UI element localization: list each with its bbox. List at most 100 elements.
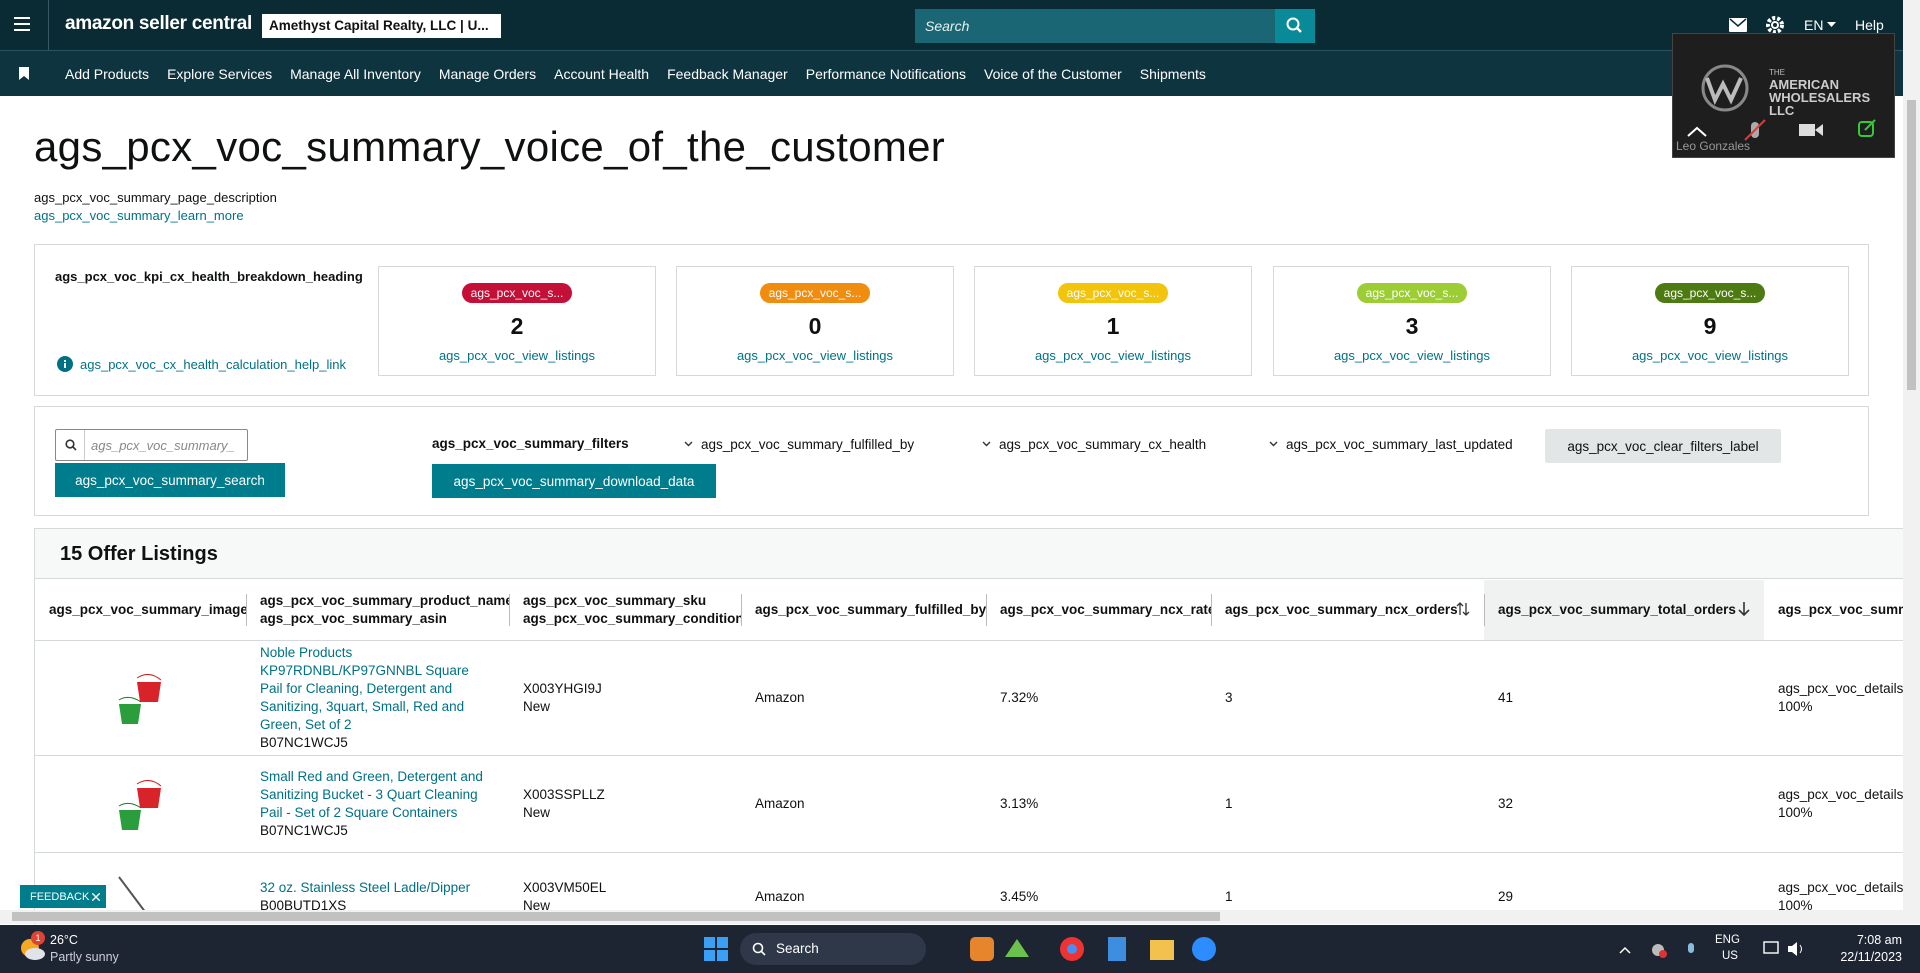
sku: X003YHGI9J: [523, 681, 602, 696]
vertical-scrollbar[interactable]: [1903, 0, 1920, 910]
search-button[interactable]: ags_pcx_voc_summary_search: [55, 463, 285, 497]
column-header[interactable]: ags_pcx_voc_summary_sku ags_pcx_voc_summa…: [509, 580, 741, 640]
nav-item[interactable]: Manage Orders: [438, 65, 537, 82]
sku: X003VM50EL: [523, 880, 607, 895]
status-icons[interactable]: [1762, 940, 1822, 958]
kpi-card: ags_pcx_voc_s... 2 ags_pcx_voc_view_listin…: [378, 266, 656, 376]
ncx-rate: 7.32%: [1000, 690, 1039, 705]
column-divider: [246, 594, 247, 626]
product-image[interactable]: [115, 779, 165, 845]
column-header[interactable]: ags_pcx_voc_summary_total_orders: [1484, 580, 1764, 640]
details: ags_pcx_voc_details_: [1778, 880, 1911, 895]
product[interactable]: 32 oz. Stainless Steel Ladle/Dipper: [260, 880, 471, 895]
view-listings-link[interactable]: ags_pcx_voc_view_listings: [438, 348, 596, 363]
nav-item[interactable]: Performance Notifications: [805, 65, 967, 82]
nav-item[interactable]: Explore Services: [167, 65, 273, 82]
column-header[interactable]: ags_pcx_voc_summa: [1764, 580, 1920, 640]
count: 9: [1703, 313, 1717, 339]
view-listings-link[interactable]: ags_pcx_voc_view_listings: [1034, 348, 1192, 363]
status-badge: ags_pcx_voc_s...: [759, 283, 871, 303]
filter-dropdown[interactable]: ags_pcx_voc_summary_fulfilled_by: [681, 437, 914, 452]
count: 0: [808, 313, 822, 339]
help-link[interactable]: Help: [1855, 17, 1884, 33]
nav-item[interactable]: Voice of the Customer: [984, 65, 1122, 82]
view-listings-link[interactable]: ags_pcx_voc_view_listings: [1333, 348, 1491, 363]
product[interactable]: Small Red and Green, Detergent and Sanit…: [260, 768, 483, 820]
fulfilled-cell: Amazon: [741, 755, 986, 852]
store-selector[interactable]: Amethyst Capital Realty, LLC | U...: [262, 14, 501, 38]
nav-item[interactable]: Feedback Manager: [667, 65, 788, 82]
product-image[interactable]: [115, 674, 165, 739]
asin: B00BUTD1XS: [260, 898, 347, 913]
search-button[interactable]: [1275, 9, 1315, 43]
help-link[interactable]: ags_pcx_voc_cx_health_calculation_help_l…: [80, 357, 346, 372]
pinned-apps[interactable]: [970, 935, 1220, 963]
clock-time: 7:08 am: [1856, 933, 1902, 947]
count: 3: [1405, 313, 1419, 339]
search-placeholder: ags_pcx_voc_summary_: [84, 430, 244, 460]
nav-item[interactable]: Add Products: [65, 65, 150, 82]
header-text: ags_pcx_voc_summary_condition: [523, 611, 741, 626]
page-title: ags_pcx_voc_summary_voice_of_the_custome…: [34, 123, 946, 170]
column-header[interactable]: ags_pcx_voc_summary_image: [35, 580, 246, 640]
details-rate: 100%: [1778, 699, 1813, 714]
column-header[interactable]: ags_pcx_voc_summary_ncx_orders: [1211, 580, 1484, 640]
column-divider: [1484, 594, 1485, 626]
video-controls[interactable]: [1673, 118, 1896, 158]
bookmark-icon[interactable]: [19, 67, 29, 80]
language[interactable]: EN: [1804, 17, 1824, 33]
feedback-tab[interactable]: FEEDBACK: [20, 885, 106, 908]
product[interactable]: Noble Products KP97RDNBL/KP97GNNBL Squar…: [260, 645, 469, 732]
details-rate: 100%: [1778, 804, 1813, 820]
filter-dropdown[interactable]: ags_pcx_voc_summary_cx_health: [979, 437, 1206, 452]
column-header[interactable]: ags_pcx_voc_summary_fulfilled_by: [741, 580, 986, 640]
column-header[interactable]: ags_pcx_voc_summary_ncx_rate: [986, 580, 1211, 640]
nav-item[interactable]: Manage All Inventory: [290, 65, 421, 82]
total-orders-cell: 41: [1484, 641, 1764, 755]
settings-icon[interactable]: [1766, 16, 1784, 34]
search-input[interactable]: Search: [915, 9, 1275, 43]
menu-icon[interactable]: [14, 16, 32, 32]
taskbar-search[interactable]: Search: [740, 933, 926, 965]
total-orders-cell: 32: [1484, 755, 1764, 852]
details-rate: 100%: [1778, 898, 1813, 913]
details: ags_pcx_voc_details_: [1778, 681, 1911, 696]
clear-filters-button[interactable]: ags_pcx_voc_clear_filters_label: [1545, 429, 1781, 463]
start-button[interactable]: [704, 937, 728, 961]
total-orders: 41: [1498, 690, 1514, 705]
asin: B07NC1WCJ5: [260, 822, 348, 838]
details-cell: ags_pcx_voc_details_ 100%: [1764, 852, 1920, 942]
download-button[interactable]: ags_pcx_voc_summary_download_data: [432, 464, 716, 498]
column-header[interactable]: ags_pcx_voc_summary_product_name ags_pcx_…: [246, 580, 509, 640]
listing-search[interactable]: ags_pcx_voc_summary_: [55, 429, 248, 461]
table-title: 15 Offer Listings: [60, 543, 218, 565]
logo[interactable]: amazon seller central: [65, 13, 252, 34]
input-language[interactable]: ENG: [1715, 934, 1740, 946]
condition: New: [523, 898, 551, 913]
total-orders: 29: [1498, 889, 1514, 904]
horizontal-scrollbar[interactable]: [0, 910, 1920, 924]
status-badge: ags_pcx_voc_s...: [1356, 283, 1468, 303]
sort-icon[interactable]: [1456, 601, 1470, 617]
status-badge: ags_pcx_voc_s...: [461, 283, 573, 303]
fulfilled-by: Amazon: [755, 795, 805, 811]
top-header: amazon seller central Amethyst Capital R…: [0, 0, 1920, 50]
system-tray[interactable]: [1618, 941, 1698, 959]
clock-date: 22/11/2023: [1840, 950, 1902, 964]
details-cell: ags_pcx_voc_details_ 100%: [1764, 641, 1920, 755]
input-region: US: [1722, 950, 1738, 962]
nav-item[interactable]: Account Health: [554, 65, 650, 82]
ncx-orders: 3: [1225, 690, 1233, 705]
sort-desc-icon[interactable]: [1738, 601, 1750, 617]
view-listings-link[interactable]: ags_pcx_voc_view_listings: [736, 348, 894, 363]
view-listings-link[interactable]: ags_pcx_voc_view_listings: [1631, 348, 1789, 363]
taskbar: 1 26°C Partly sunny Search ENG US 7:08 a…: [0, 925, 1920, 973]
product-cell: Small Red and Green, Detergent and Sanit…: [246, 755, 509, 852]
video-brand: AMERICAN WHOLESALERS LLC: [1769, 77, 1871, 118]
ncx-orders: 1: [1225, 889, 1233, 904]
total-orders: 32: [1498, 795, 1514, 811]
mail-icon[interactable]: [1729, 18, 1747, 32]
filter-dropdown[interactable]: ags_pcx_voc_summary_last_updated: [1266, 437, 1513, 452]
learn-more-link[interactable]: ags_pcx_voc_summary_learn_more: [34, 208, 244, 223]
nav-item[interactable]: Shipments: [1139, 65, 1206, 82]
